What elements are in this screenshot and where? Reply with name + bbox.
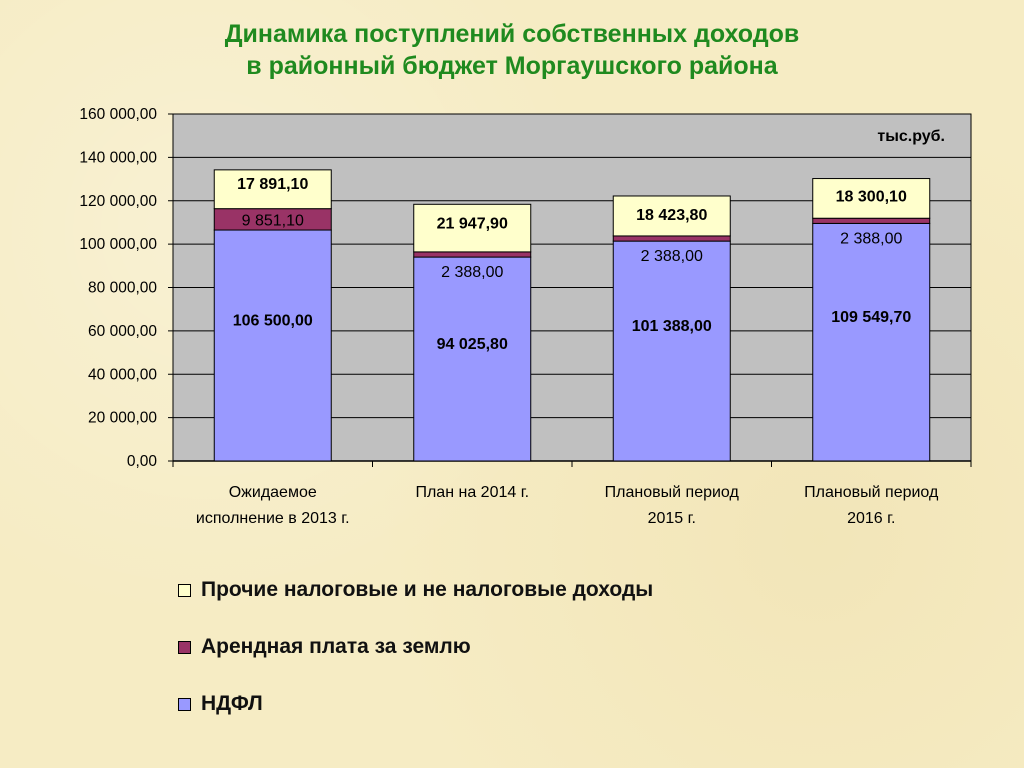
data-label-ndfl: 109 549,70: [831, 309, 911, 326]
data-label-other: 18 423,80: [636, 207, 707, 224]
data-label-rent: 2 388,00: [840, 230, 902, 247]
y-tick-label: 20 000,00: [88, 410, 157, 427]
legend-swatch-ndfl: [178, 697, 191, 711]
bar-segment-rent: [612, 235, 731, 242]
x-tick-label: Плановый период: [804, 484, 939, 501]
data-label-rent: 2 388,00: [641, 248, 703, 265]
data-label-ndfl: 94 025,80: [437, 336, 508, 353]
x-tick-label: Ожидаемое: [229, 484, 317, 501]
unit-label: тыс.руб.: [877, 128, 945, 145]
y-tick-label: 60 000,00: [88, 323, 157, 340]
x-tick-label: План на 2014 г.: [415, 484, 529, 501]
y-tick-label: 100 000,00: [79, 236, 157, 253]
chart-title-line-2: в районный бюджет Моргаушского района: [246, 52, 778, 80]
chart-title-line-1: Динамика поступлений собственных доходов: [224, 20, 800, 48]
bar-segment-rent: [413, 251, 532, 258]
y-tick-label: 0,00: [127, 453, 158, 470]
data-label-ndfl: 101 388,00: [632, 318, 712, 335]
x-tick-label: исполнение в 2013 г.: [196, 510, 350, 527]
bar-segment-ndfl: [213, 229, 332, 462]
legend-item-rent: Арендная плата за землю: [178, 635, 471, 659]
data-label-other: 17 891,10: [237, 176, 308, 193]
x-tick-label: Плановый период: [605, 484, 740, 501]
y-tick-label: 120 000,00: [79, 193, 157, 210]
data-label-ndfl: 106 500,00: [233, 313, 313, 330]
legend-swatch-other: [178, 583, 191, 597]
bar-segment-rent: [812, 217, 931, 224]
data-label-rent: 9 851,10: [242, 212, 304, 229]
y-tick-label: 80 000,00: [88, 280, 157, 297]
chart-title: Динамика поступлений собственных доходов…: [0, 18, 1024, 82]
x-tick-label: 2015 г.: [648, 510, 696, 527]
y-tick-label: 140 000,00: [79, 149, 157, 166]
legend-swatch-rent: [178, 640, 191, 654]
bar-segment-other: [213, 169, 332, 210]
bar-segment-other: [812, 178, 931, 219]
bar-segment-ndfl: [612, 240, 731, 462]
bar-segment-other: [413, 203, 532, 253]
y-tick-label: 160 000,00: [79, 106, 157, 123]
bar-segment-other: [612, 195, 731, 237]
bar-segment-ndfl: [812, 222, 931, 462]
legend-item-ndfl: НДФЛ: [178, 692, 263, 716]
y-tick-label: 40 000,00: [88, 366, 157, 383]
legend-item-other: Прочие налоговые и не налоговые доходы: [178, 578, 653, 602]
x-tick-label: 2016 г.: [847, 510, 895, 527]
data-label-other: 21 947,90: [437, 215, 508, 232]
bar-segment-ndfl: [413, 256, 532, 462]
data-label-other: 18 300,10: [836, 189, 907, 206]
data-label-rent: 2 388,00: [441, 264, 503, 281]
legend-label-ndfl: НДФЛ: [201, 692, 263, 715]
legend-label-other: Прочие налоговые и не налоговые доходы: [201, 578, 654, 601]
legend-label-rent: Арендная плата за землю: [201, 635, 471, 658]
